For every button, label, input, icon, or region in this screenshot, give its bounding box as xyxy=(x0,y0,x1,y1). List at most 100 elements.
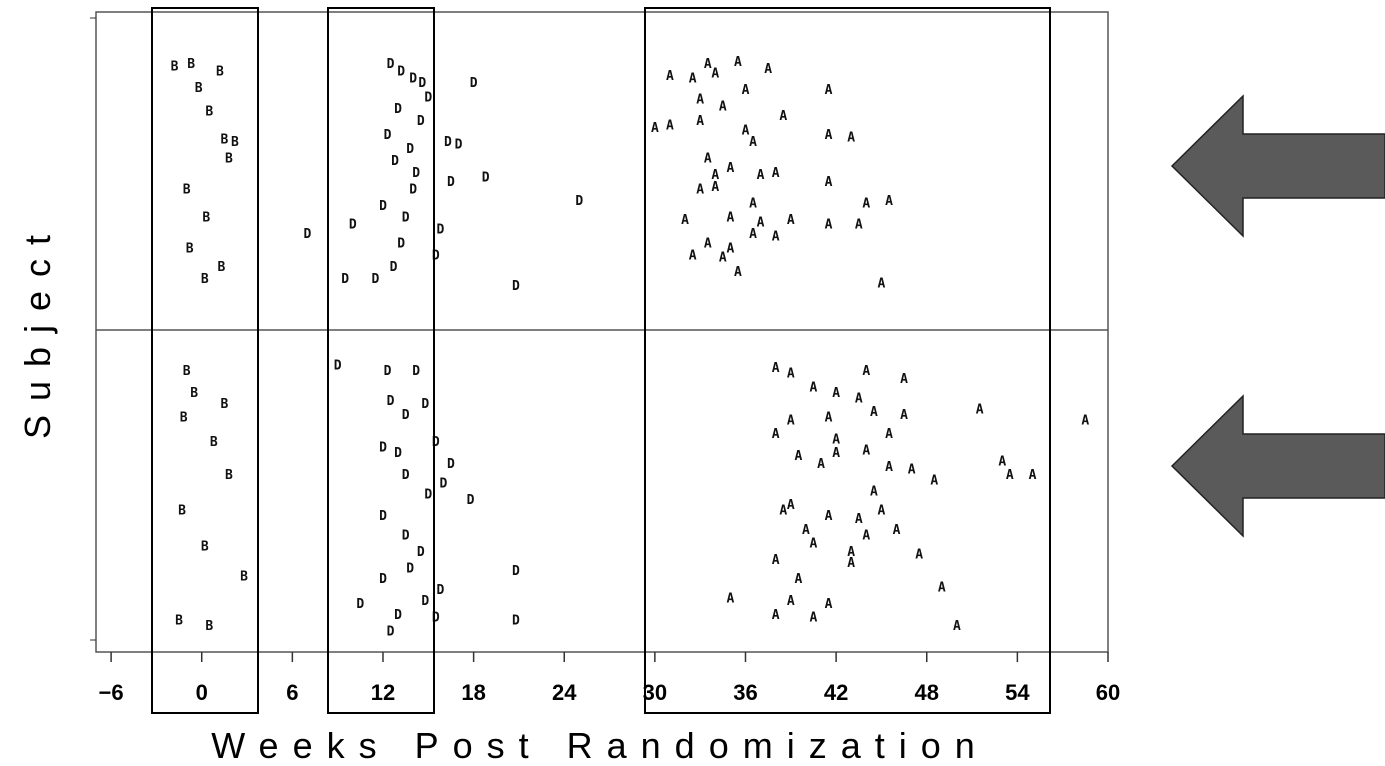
data-point-d: D xyxy=(341,272,349,287)
data-point-b: B xyxy=(210,435,218,450)
data-point-d: D xyxy=(394,446,402,461)
data-point-a: A xyxy=(757,215,765,230)
data-point-a: A xyxy=(825,83,833,98)
data-point-a: A xyxy=(862,528,870,543)
data-point-d: D xyxy=(424,90,432,105)
data-point-b: B xyxy=(190,386,198,401)
data-point-a: A xyxy=(893,523,901,538)
data-point-a: A xyxy=(719,100,727,115)
x-tick-label: 42 xyxy=(824,680,848,705)
data-point-d: D xyxy=(447,457,455,472)
data-point-d: D xyxy=(447,175,455,190)
data-point-a: A xyxy=(757,168,765,183)
data-point-a: A xyxy=(847,545,855,560)
data-point-a: A xyxy=(938,580,946,595)
data-point-d: D xyxy=(379,441,387,456)
data-point-d: D xyxy=(384,364,392,379)
data-point-a: A xyxy=(772,166,780,181)
data-point-a: A xyxy=(825,175,833,190)
data-point-d: D xyxy=(467,493,475,508)
data-point-d: D xyxy=(421,397,429,412)
data-point-a: A xyxy=(810,537,818,552)
x-tick-label: 6 xyxy=(286,680,298,705)
data-point-a: A xyxy=(810,380,818,395)
data-point-a: A xyxy=(764,62,772,77)
data-point-a: A xyxy=(742,123,750,138)
data-point-a: A xyxy=(908,463,916,478)
data-point-d: D xyxy=(421,594,429,609)
data-point-a: A xyxy=(726,161,734,176)
data-point-a: A xyxy=(900,408,908,423)
data-point-d: D xyxy=(387,394,395,409)
data-point-a: A xyxy=(998,454,1006,469)
data-point-d: D xyxy=(439,476,447,491)
data-point-a: A xyxy=(847,556,855,571)
data-point-d: D xyxy=(512,613,520,628)
data-point-d: D xyxy=(406,142,414,157)
x-tick-label: 24 xyxy=(552,680,577,705)
data-point-d: D xyxy=(470,76,478,91)
data-point-d: D xyxy=(444,135,452,150)
data-point-d: D xyxy=(575,194,583,209)
data-point-d: D xyxy=(390,260,398,275)
data-point-a: A xyxy=(749,135,757,150)
data-point-a: A xyxy=(734,265,742,280)
data-point-d: D xyxy=(372,272,380,287)
data-point-a: A xyxy=(772,427,780,442)
data-point-a: A xyxy=(711,168,719,183)
data-point-b: B xyxy=(180,411,188,426)
data-point-b: B xyxy=(201,272,209,287)
x-axis-title: Weeks Post Randomization xyxy=(211,725,989,766)
data-point-d: D xyxy=(417,545,425,560)
x-tick-label: 0 xyxy=(196,680,208,705)
data-point-b: B xyxy=(220,133,228,148)
data-point-a: A xyxy=(855,218,863,233)
data-point-a: A xyxy=(855,391,863,406)
data-point-a: A xyxy=(742,83,750,98)
data-point-d: D xyxy=(418,76,426,91)
data-point-a: A xyxy=(696,114,704,129)
x-tick-label: 54 xyxy=(1005,680,1030,705)
x-tick-label: 60 xyxy=(1096,680,1120,705)
x-tick-label: 36 xyxy=(733,680,757,705)
data-point-a: A xyxy=(832,386,840,401)
data-point-a: A xyxy=(885,460,893,475)
data-point-a: A xyxy=(1006,468,1014,483)
data-point-a: A xyxy=(772,608,780,623)
data-point-d: D xyxy=(379,199,387,214)
data-point-a: A xyxy=(704,57,712,72)
data-point-b: B xyxy=(201,539,209,554)
data-point-d: D xyxy=(406,561,414,576)
data-point-d: D xyxy=(402,468,410,483)
data-point-a: A xyxy=(855,512,863,527)
data-point-b: B xyxy=(202,211,210,226)
data-point-a: A xyxy=(787,498,795,513)
data-point-b: B xyxy=(225,152,233,167)
y-axis-title: Subject xyxy=(17,221,58,439)
data-point-a: A xyxy=(930,474,938,489)
data-point-d: D xyxy=(402,408,410,423)
data-point-b: B xyxy=(240,569,248,584)
data-point-a: A xyxy=(787,367,795,382)
data-point-a: A xyxy=(696,93,704,108)
data-point-a: A xyxy=(870,485,878,500)
data-point-b: B xyxy=(225,468,233,483)
data-point-d: D xyxy=(394,102,402,117)
x-axis: −6 0 6 12 18 24 30 36 42 48 54 60 xyxy=(99,652,1120,705)
data-point-a: A xyxy=(787,413,795,428)
data-point-d: D xyxy=(412,166,420,181)
data-point-d: D xyxy=(394,608,402,623)
data-point-d: D xyxy=(412,364,420,379)
data-point-d: D xyxy=(387,624,395,639)
data-point-d: D xyxy=(349,218,357,233)
data-point-a: A xyxy=(651,121,659,136)
data-point-d: D xyxy=(397,64,405,79)
data-point-a: A xyxy=(704,152,712,167)
data-point-d: D xyxy=(379,572,387,587)
data-point-a: A xyxy=(726,241,734,256)
data-point-a: A xyxy=(847,130,855,145)
data-point-d: D xyxy=(455,137,463,152)
data-point-a: A xyxy=(862,364,870,379)
data-point-a: A xyxy=(689,71,697,86)
data-point-d: D xyxy=(432,611,440,626)
